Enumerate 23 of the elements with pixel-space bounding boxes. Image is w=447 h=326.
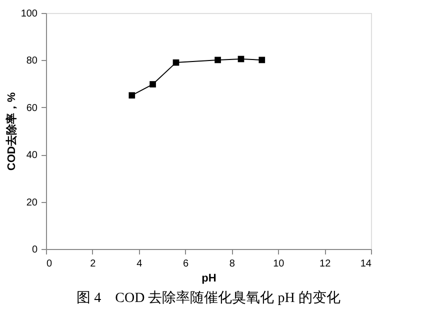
x-tick-label: 8 xyxy=(229,258,236,270)
x-axis-title: pH xyxy=(202,272,216,284)
point xyxy=(150,81,156,88)
y-tick-label: 40 xyxy=(26,150,38,162)
y-tick-label: 60 xyxy=(26,102,38,114)
point xyxy=(172,59,180,66)
point xyxy=(128,92,136,99)
point xyxy=(214,56,221,64)
x-tick-label: 2 xyxy=(90,258,96,270)
x-tick-label: 0 xyxy=(46,258,52,270)
y-tick-label: 20 xyxy=(26,197,38,208)
x-tick-label: 4 xyxy=(136,258,143,270)
x-tick-label: 6 xyxy=(183,258,190,270)
y-axis-title: COD去除率，% xyxy=(4,92,18,171)
y-tick-label: 0 xyxy=(32,244,38,256)
x-tick-label: 12 xyxy=(320,258,332,270)
y-tick-label: 80 xyxy=(26,56,38,67)
point xyxy=(258,56,266,64)
text: 图 4 COD 去除率随催化臭氧化 pH 的变化 xyxy=(76,290,340,306)
y-tick-label: 100 xyxy=(20,8,38,20)
x-tick-label: 10 xyxy=(273,258,285,270)
x-tick-label: 14 xyxy=(360,258,372,270)
point xyxy=(238,56,244,62)
